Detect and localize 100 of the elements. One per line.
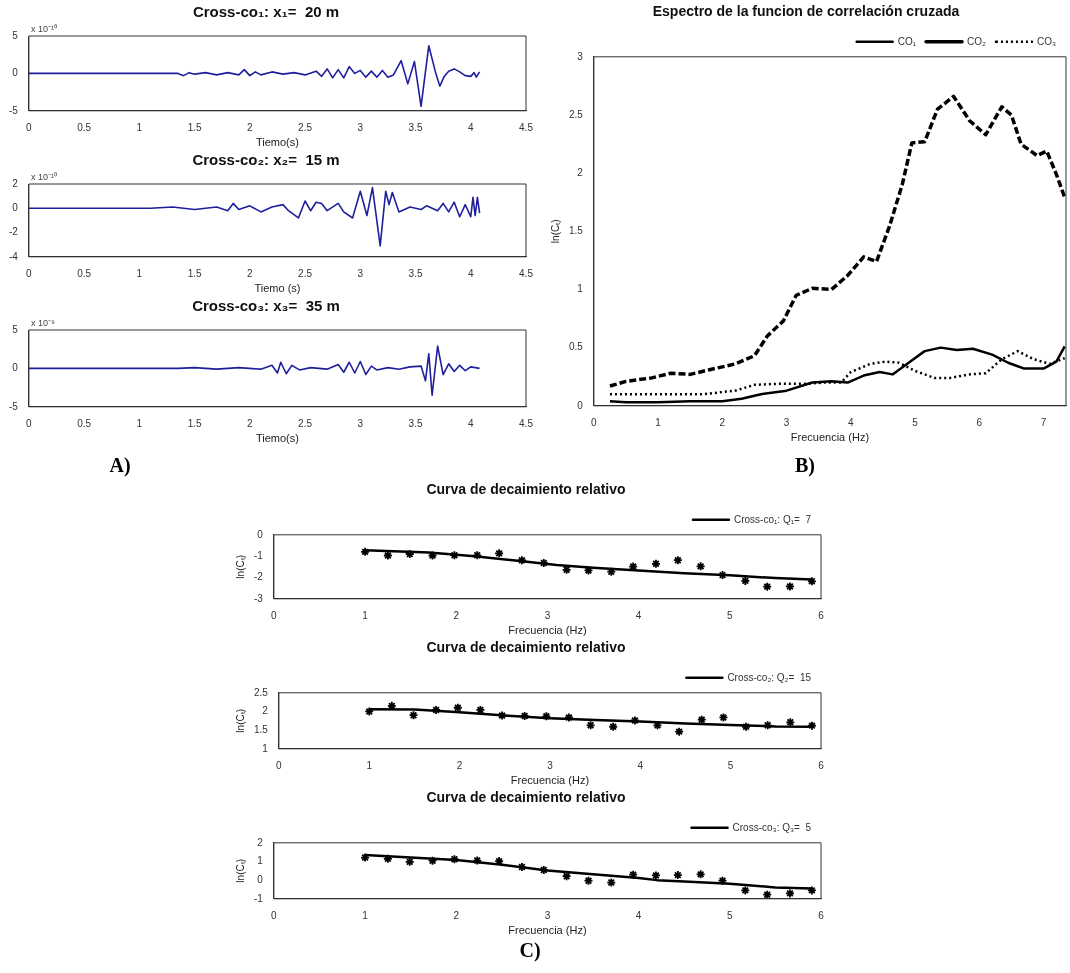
legend-label: CO₃ <box>1036 35 1057 47</box>
x-tick-label: 3 <box>547 759 554 771</box>
x-tick-label: 1 <box>655 416 662 428</box>
point <box>538 865 549 875</box>
x-tick-label: 4 <box>848 416 855 428</box>
x-axis-title: Frecuencia (Hz) <box>510 774 590 787</box>
y-tick-label: 2 <box>257 836 264 848</box>
point <box>564 712 574 723</box>
chart-title: Curva de decaimiento relativo <box>426 481 626 498</box>
x-tick-label: 3.5 <box>408 417 423 429</box>
x-tick-label: 2.5 <box>298 267 313 279</box>
x-axis-title: Frecuencia (Hz) <box>508 924 587 937</box>
text: A) <box>108 453 132 478</box>
line-series <box>608 94 1066 388</box>
y-tick-label: 0 <box>257 528 264 540</box>
point <box>628 869 639 880</box>
x-tick-label: 2 <box>453 909 460 921</box>
y-tick-label: 1 <box>262 742 269 754</box>
x-tick-label: 0.5 <box>77 267 92 279</box>
x-tick-label: 1 <box>362 609 369 621</box>
x-tick-label: 1 <box>366 759 373 771</box>
point <box>427 550 438 561</box>
x-tick-label: 0.5 <box>77 417 92 429</box>
x-tick-label: 2 <box>456 759 463 771</box>
point <box>497 710 507 721</box>
x-axis-title: Tiemo (s) <box>254 282 301 295</box>
y-tick-label: -2 <box>253 571 264 583</box>
y-tick-label: 0 <box>257 873 264 885</box>
text: x 10⁻⁹ <box>30 317 55 328</box>
x-tick-label: 4.5 <box>519 417 534 429</box>
x-tick-label: 1 <box>362 909 369 921</box>
legend-label: CO₂ <box>967 35 987 47</box>
y-tick-label: 2 <box>577 166 584 178</box>
point <box>382 853 393 864</box>
point <box>762 720 773 731</box>
y-tick-label: -1 <box>253 549 264 561</box>
point <box>695 561 706 572</box>
x-tick-label: 1 <box>136 417 143 429</box>
y-tick-label: 0 <box>577 399 584 411</box>
point <box>494 548 505 559</box>
x-tick-label: 0 <box>26 417 33 429</box>
x-tick-label: 5 <box>727 759 734 771</box>
point <box>762 889 773 899</box>
point <box>404 549 415 559</box>
x-axis-title: Tiemo(s) <box>255 136 299 149</box>
point <box>717 875 728 886</box>
x-tick-label: 2.5 <box>298 121 313 133</box>
x-axis-title: Frecuencia (Hz) <box>508 624 587 637</box>
y-tick-label: -2 <box>8 226 19 238</box>
y-tick-label: 2.5 <box>569 108 584 120</box>
point <box>651 558 661 569</box>
point <box>741 721 751 732</box>
x-tick-label: 3 <box>544 909 551 921</box>
y-tick-label: -3 <box>253 592 264 604</box>
y-axis-title: ln(Cₜ) <box>234 708 246 733</box>
point <box>695 869 706 880</box>
x-tick-label: 0 <box>271 909 278 921</box>
chart-title: Curva de decaimiento relativo <box>426 639 626 656</box>
y-tick-label: -5 <box>8 104 19 116</box>
y-tick-label: 5 <box>12 323 19 335</box>
point <box>431 705 442 715</box>
x-tick-label: 6 <box>818 609 825 621</box>
point <box>785 581 795 592</box>
x-tick-label: 0 <box>591 416 598 428</box>
y-tick-label: -5 <box>8 400 19 412</box>
x-tick-label: 6 <box>818 909 825 921</box>
point <box>449 854 460 865</box>
x-tick-label: 3 <box>783 416 790 428</box>
x-tick-label: 1.5 <box>187 267 202 279</box>
point <box>740 885 751 896</box>
point <box>517 555 527 566</box>
x-tick-label: 2 <box>719 416 726 428</box>
y-tick-label: 2.5 <box>254 686 269 698</box>
x-tick-label: 0 <box>276 759 283 771</box>
y-tick-label: 3 <box>577 50 584 62</box>
x-tick-label: 4 <box>467 417 474 429</box>
chart-title: Cross-co₁: x₁= 20 m <box>192 3 340 21</box>
point <box>674 726 685 737</box>
y-tick-label: 1 <box>257 855 264 867</box>
x-tick-label: 4.5 <box>519 267 534 279</box>
x-tick-label: 2.5 <box>298 417 313 429</box>
point <box>762 581 773 592</box>
x-tick-label: 0.5 <box>77 121 92 133</box>
y-tick-label: 1.5 <box>569 225 584 237</box>
y-axis-title: ln(Cₜ) <box>234 554 246 579</box>
point <box>541 711 552 722</box>
point <box>718 712 729 723</box>
point <box>472 550 483 561</box>
x-tick-label: 1 <box>136 121 143 133</box>
point <box>585 720 596 731</box>
x-tick-label: 0 <box>26 121 33 133</box>
point <box>606 877 617 888</box>
point <box>449 550 460 561</box>
point <box>360 546 370 557</box>
point <box>608 721 619 732</box>
point <box>672 555 683 566</box>
y-tick-label: 0 <box>12 67 19 79</box>
x-tick-label: 4 <box>467 121 474 133</box>
point <box>806 576 817 587</box>
point <box>427 855 438 866</box>
